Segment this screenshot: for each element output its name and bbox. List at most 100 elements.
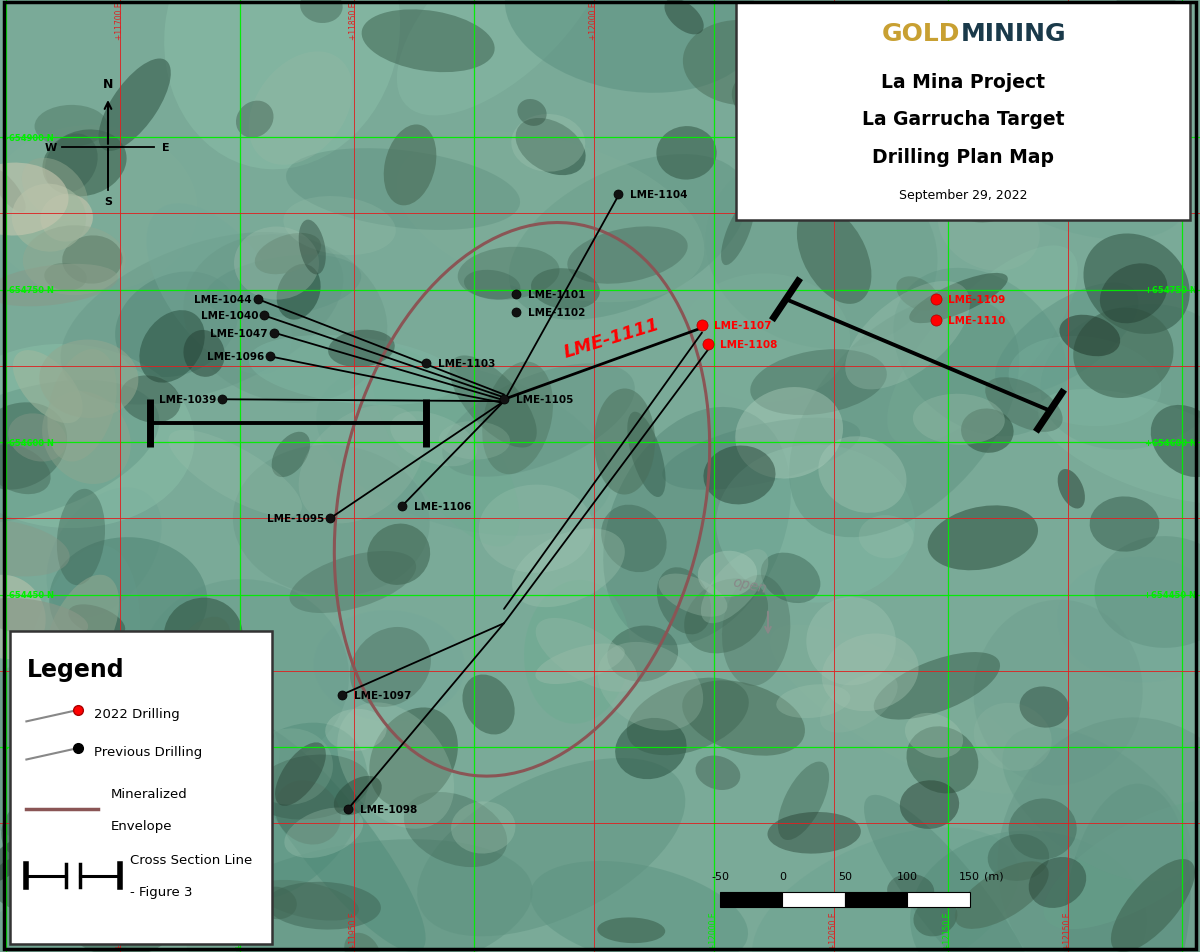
Ellipse shape [883,93,1006,158]
Ellipse shape [216,721,274,755]
Ellipse shape [1111,859,1195,952]
Ellipse shape [776,684,851,719]
Text: +11850 E: +11850 E [349,3,359,40]
Text: 2022 Drilling: 2022 Drilling [94,707,179,721]
Ellipse shape [938,184,1039,271]
Ellipse shape [768,812,860,854]
Ellipse shape [680,274,850,403]
Ellipse shape [240,722,426,952]
Ellipse shape [0,835,36,883]
Ellipse shape [955,65,1020,109]
Ellipse shape [120,376,180,424]
Ellipse shape [139,580,349,770]
Ellipse shape [313,610,464,722]
Ellipse shape [1151,406,1200,478]
Text: GOLD: GOLD [882,22,961,46]
Ellipse shape [49,538,208,663]
Ellipse shape [13,350,83,424]
Text: W: W [44,143,56,152]
Ellipse shape [874,652,1000,720]
Text: LME-1047: LME-1047 [210,328,268,338]
Text: LME-1040: LME-1040 [200,311,258,321]
Ellipse shape [530,268,600,310]
Ellipse shape [913,394,1004,446]
Text: LME-1110: LME-1110 [948,316,1006,326]
Ellipse shape [328,330,395,367]
Ellipse shape [1057,557,1200,683]
Bar [720,892,782,907]
Ellipse shape [509,155,748,321]
Ellipse shape [1057,469,1085,509]
Ellipse shape [163,598,242,673]
Ellipse shape [797,206,871,305]
Ellipse shape [906,726,978,794]
Ellipse shape [818,437,906,513]
Ellipse shape [198,723,367,901]
Ellipse shape [1100,264,1168,324]
Text: +654600 N: +654600 N [2,438,54,447]
Ellipse shape [275,781,341,844]
Ellipse shape [266,882,380,929]
Ellipse shape [479,486,594,573]
Text: +654600 N: +654600 N [1145,438,1196,447]
Ellipse shape [112,852,240,952]
Ellipse shape [616,718,686,780]
Text: LME-1097: LME-1097 [354,690,412,700]
Ellipse shape [168,430,302,517]
Ellipse shape [983,97,1159,216]
Ellipse shape [928,506,1038,570]
Text: LME-1101: LME-1101 [528,290,586,300]
Ellipse shape [790,297,1019,538]
Ellipse shape [887,247,1078,446]
Ellipse shape [200,677,264,747]
Ellipse shape [1044,801,1200,929]
Ellipse shape [893,268,1067,437]
Ellipse shape [0,381,160,525]
Text: Legend: Legend [26,657,124,681]
Ellipse shape [1115,0,1176,33]
Text: +12150 E: +12150 E [1063,912,1073,949]
FancyBboxPatch shape [736,3,1190,221]
Ellipse shape [0,169,25,213]
Ellipse shape [482,362,553,475]
Text: LME-1103: LME-1103 [438,359,496,368]
Ellipse shape [248,52,353,166]
Ellipse shape [46,575,119,684]
Ellipse shape [236,102,274,139]
Ellipse shape [1040,305,1200,450]
Ellipse shape [530,861,748,952]
Text: Drilling Plan Map: Drilling Plan Map [872,148,1054,167]
Text: La Mina Project: La Mina Project [881,73,1045,92]
Ellipse shape [997,718,1200,952]
Ellipse shape [361,10,494,73]
Ellipse shape [170,617,230,689]
Ellipse shape [0,345,194,528]
Text: -50: -50 [710,871,730,881]
Ellipse shape [505,0,761,93]
Ellipse shape [277,265,320,320]
Text: LME-1109: LME-1109 [948,295,1006,305]
Ellipse shape [98,59,170,152]
Ellipse shape [901,101,956,163]
Ellipse shape [418,758,685,937]
Text: LME-1104: LME-1104 [630,190,688,200]
Ellipse shape [18,545,140,810]
Text: +654750 N: +654750 N [1145,286,1196,295]
Ellipse shape [60,232,343,406]
Ellipse shape [0,598,88,639]
Ellipse shape [684,579,768,654]
Ellipse shape [68,605,125,638]
Text: +12150 E: +12150 E [943,912,953,949]
Text: +12000 E: +12000 E [589,3,599,40]
Ellipse shape [656,127,716,180]
Ellipse shape [535,618,637,692]
Text: Previous Drilling: Previous Drilling [94,745,202,759]
Ellipse shape [752,827,1019,952]
Ellipse shape [367,524,430,585]
Ellipse shape [607,625,678,682]
FancyBboxPatch shape [10,631,272,944]
Bar [907,892,970,907]
Ellipse shape [317,362,612,536]
Text: LME-1102: LME-1102 [528,307,586,317]
Ellipse shape [23,226,126,296]
